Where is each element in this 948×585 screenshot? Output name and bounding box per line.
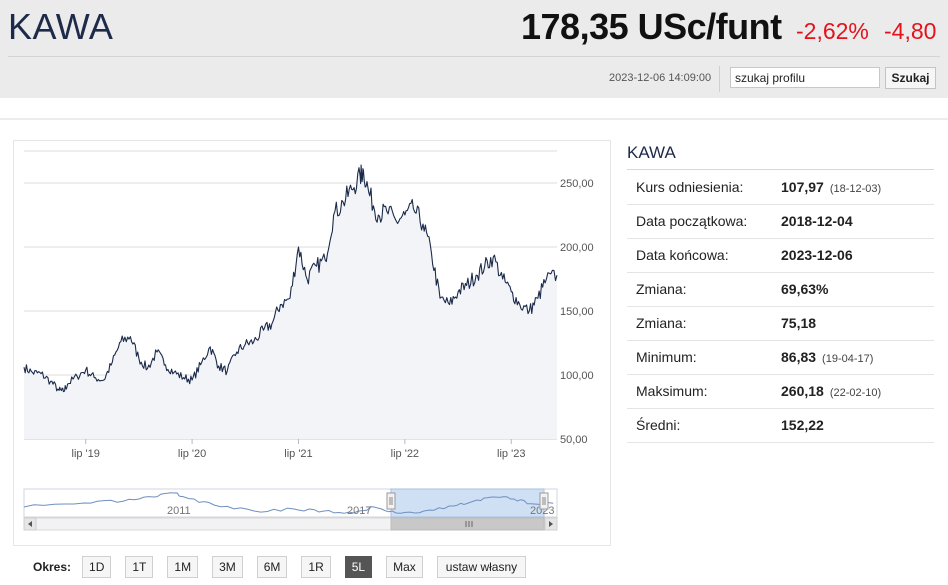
instrument-info-panel: KAWA Kurs odniesienia: 107,97 (18-12-03) … (627, 140, 934, 443)
navigator-handle-right[interactable] (539, 492, 549, 510)
info-value-date: (22-02-10) (829, 387, 882, 399)
info-label: Data początkowa: (627, 204, 781, 239)
y-tick-label: 200,00 (560, 242, 594, 254)
info-value: 152,22 (781, 408, 934, 443)
profile-search-input[interactable] (730, 67, 880, 88)
quote-header: KAWA 178,35 USc/funt -2,62% -4,80 2023-1… (0, 0, 948, 98)
y-tick-label: 250,00 (560, 178, 594, 190)
change-percent: -2,62% (796, 18, 869, 44)
info-value-text: 152,22 (781, 417, 824, 433)
info-label: Data końcowa: (627, 238, 781, 273)
scrollbar-thumb[interactable] (390, 517, 545, 531)
info-value: 75,18 (781, 306, 934, 341)
period-button-custom[interactable]: ustaw własny (436, 556, 527, 578)
info-row-end-date: Data końcowa: 2023-12-06 (627, 238, 934, 273)
info-value: 2023-12-06 (781, 238, 934, 273)
change-absolute: -4,80 (884, 18, 937, 44)
info-row-reference: Kurs odniesienia: 107,97 (18-12-03) (627, 170, 934, 205)
price-chart[interactable]: 250,00 200,00 150,00 100,00 50,00 lip '19 lip … (14, 141, 612, 547)
x-tick-label: lip '23 (497, 448, 525, 460)
period-button-max[interactable]: Max (386, 556, 423, 578)
info-value-text: 2023-12-06 (781, 247, 853, 263)
navigator-line (23, 492, 554, 514)
y-tick-label: 150,00 (560, 306, 594, 318)
x-tick-label: lip '20 (178, 448, 206, 460)
y-tick-label: 100,00 (560, 370, 594, 382)
info-row-change-abs: Zmiana: 75,18 (627, 306, 934, 341)
navigator-year-label: 2011 (167, 505, 191, 517)
info-title: KAWA (627, 140, 934, 170)
info-value-text: 75,18 (781, 315, 817, 331)
info-value-text: 260,18 (781, 383, 824, 399)
info-row-change-pct: Zmiana: 69,63% (627, 272, 934, 307)
arrow-left-icon (28, 521, 32, 527)
info-row-start-date: Data początkowa: 2018-12-04 (627, 204, 934, 239)
info-value: 86,83 (19-04-17) (781, 340, 934, 375)
period-label: Okres: (33, 560, 72, 574)
instrument-title: KAWA (8, 6, 114, 47)
info-value: 107,97 (18-12-03) (781, 170, 934, 205)
info-value-date: (18-12-03) (829, 182, 882, 195)
info-label: Zmiana: (627, 306, 781, 341)
info-row-maximum: Maksimum: 260,18 (22-02-10) (627, 374, 934, 409)
header-divider (8, 56, 940, 57)
navigator-handle-left[interactable] (386, 492, 396, 510)
search-button[interactable]: Szukaj (885, 67, 936, 89)
period-button-5l[interactable]: 5L (344, 556, 373, 578)
x-tick-label: lip '19 (72, 448, 100, 460)
x-tick-label: lip '22 (391, 448, 419, 460)
info-value: 260,18 (22-02-10) (781, 374, 934, 409)
section-divider (0, 118, 948, 120)
x-tick-label: lip '21 (284, 448, 312, 460)
info-row-minimum: Minimum: 86,83 (19-04-17) (627, 340, 934, 375)
navigator-year-label: 2017 (347, 505, 371, 517)
info-value-date: (19-04-17) (822, 353, 874, 365)
period-button-1t[interactable]: 1T (125, 556, 154, 578)
price-line (23, 164, 558, 393)
info-label: Minimum: (627, 340, 781, 375)
arrow-right-icon (549, 521, 553, 527)
info-label: Zmiana: (627, 272, 781, 307)
quote-timestamp: 2023-12-06 14:09:00 (609, 72, 712, 84)
price-area (24, 165, 557, 439)
info-value-text: 2018-12-04 (781, 213, 853, 229)
period-button-3m[interactable]: 3M (212, 556, 243, 578)
info-label: Maksimum: (627, 374, 781, 409)
info-value: 69,63% (781, 272, 934, 307)
info-value-text: 69,63% (781, 281, 829, 297)
period-selector: Okres: 1D 1T 1M 3M 6M 1R 5L Max ustaw wł… (33, 556, 527, 578)
y-tick-label: 50,00 (560, 434, 588, 446)
period-button-1r[interactable]: 1R (301, 556, 331, 578)
period-button-1m[interactable]: 1M (167, 556, 199, 578)
header-vertical-divider (719, 66, 720, 92)
current-price: 178,35 USc/funt (521, 6, 782, 47)
info-row-average: Średni: 152,22 (627, 408, 934, 443)
info-value-text: 86,83 (781, 349, 817, 365)
info-label: Kurs odniesienia: (627, 170, 781, 205)
info-table: Kurs odniesienia: 107,97 (18-12-03) Data … (627, 170, 934, 443)
info-value: 2018-12-04 (781, 204, 934, 239)
info-value-text: 107,97 (781, 178, 824, 195)
period-button-6m[interactable]: 6M (256, 556, 288, 578)
info-label: Średni: (627, 408, 781, 443)
price-chart-panel: 250,00 200,00 150,00 100,00 50,00 lip '19 lip … (13, 140, 611, 546)
period-button-1d[interactable]: 1D (82, 556, 112, 578)
